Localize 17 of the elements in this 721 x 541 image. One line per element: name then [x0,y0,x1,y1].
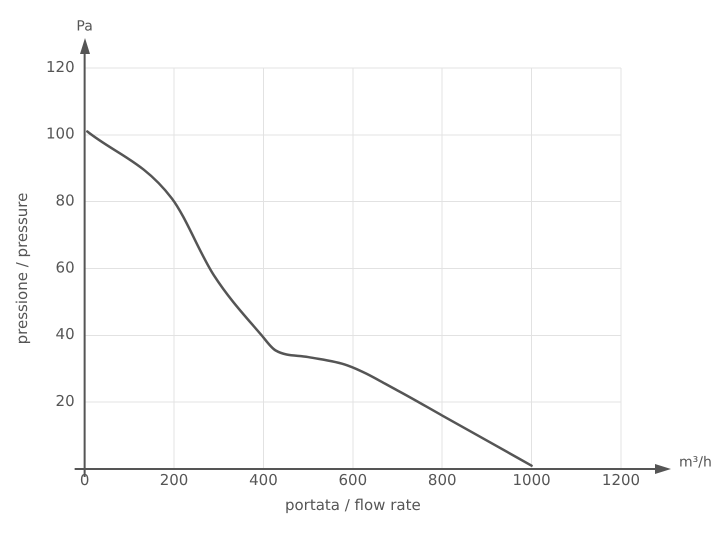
x-tick-label: 800 [428,470,457,489]
text: m³/h [679,454,712,471]
x-tick-label: 600 [338,470,368,489]
y-tick-label: 80 [56,192,75,210]
y-tick-label: 100 [46,124,75,143]
x-axis-title: portata / flow rate [284,496,421,514]
y-tick-label: 60 [56,258,75,276]
y-tick-label: 40 [56,325,75,344]
y-tick-label: 120 [46,58,75,76]
x-tick-label: 400 [249,470,278,489]
y-axis-title: pressione / pressure [12,192,31,344]
x-tick-label: 1200 [602,470,640,489]
x-tick-label: 0 [80,470,90,489]
x-tick-label: 200 [160,470,188,489]
x-tick-label: 1000 [512,470,551,489]
y-tick-label: 20 [56,392,75,410]
text: Pa [76,18,93,35]
